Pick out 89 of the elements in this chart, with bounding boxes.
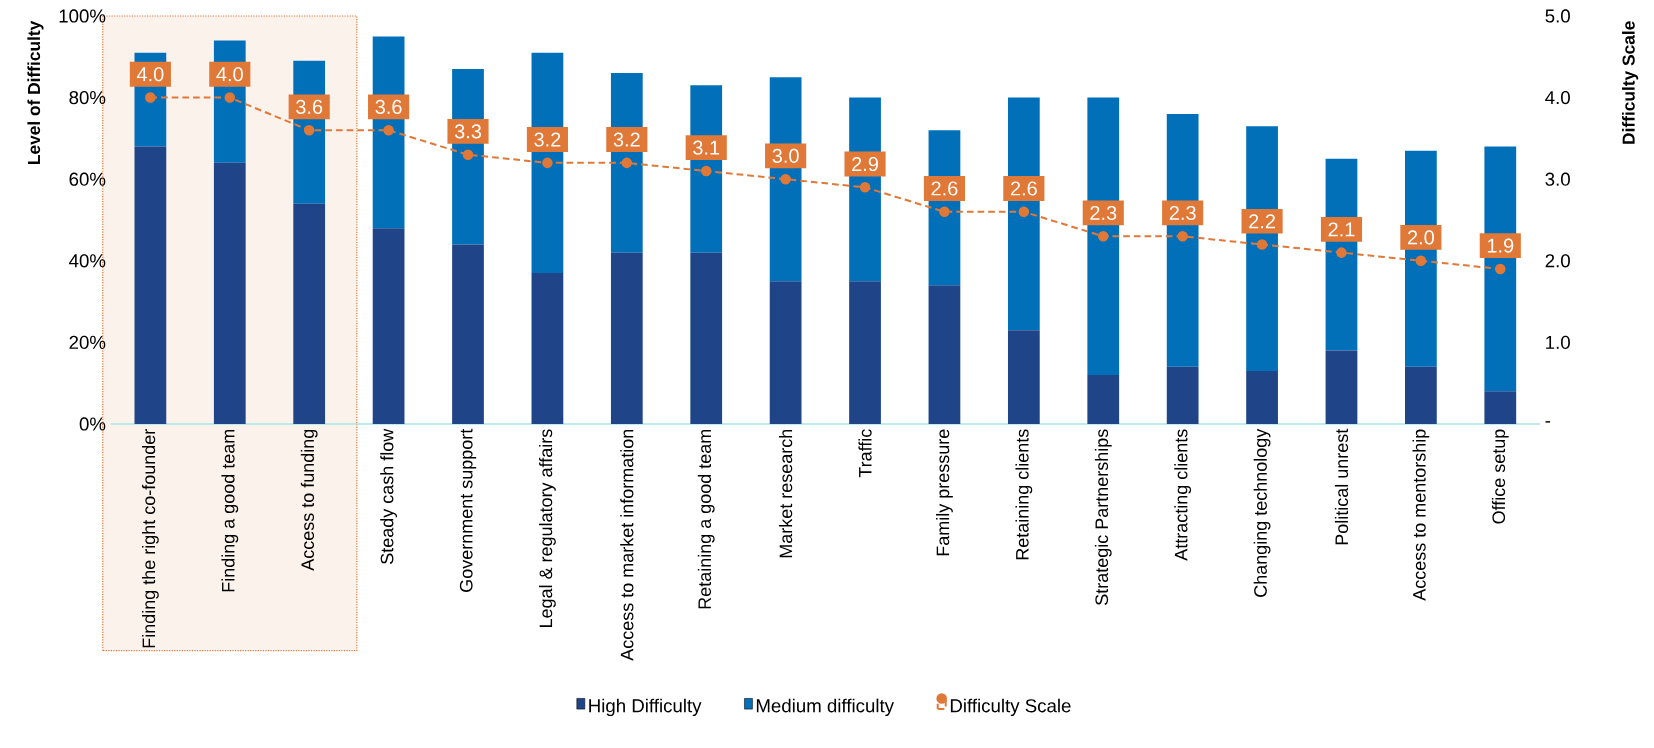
- point: [939, 206, 950, 218]
- point: [1177, 231, 1188, 242]
- x-tick-label: Finding the right co-founder: [141, 429, 159, 648]
- y2-axis-title: Difficulty Scale: [1622, 21, 1639, 144]
- bar: [1166, 366, 1199, 424]
- bar: [293, 203, 326, 424]
- y2-tick-label: 2.0: [1545, 254, 1570, 268]
- point: [1336, 247, 1347, 258]
- bar: [1007, 330, 1040, 424]
- x-tick-label: Traffic: [858, 429, 872, 478]
- data-label: 2.6: [1010, 181, 1037, 196]
- y2-tick-label: -: [1545, 421, 1551, 423]
- y2-tick-label: 5.0: [1545, 9, 1570, 23]
- bar: [134, 146, 167, 424]
- x-tick-label: Changing technology: [1253, 428, 1271, 597]
- data-label: 2.3: [1090, 205, 1117, 221]
- data-label: 3.2: [613, 132, 640, 147]
- bar: [928, 285, 961, 424]
- point: [462, 149, 474, 160]
- data-label: 3.3: [454, 124, 482, 139]
- data-label: 3.6: [375, 99, 402, 114]
- y-tick-label: 0%: [79, 417, 106, 431]
- legend-label: Difficulty Scale: [950, 698, 1071, 717]
- legend-label: High Difficulty: [589, 698, 702, 717]
- point: [1018, 206, 1030, 218]
- bar: [690, 252, 723, 424]
- bar: [372, 228, 405, 424]
- point: [780, 173, 791, 185]
- bar: [1087, 375, 1120, 424]
- bar: [610, 252, 643, 424]
- data-label: 2.1: [1328, 222, 1355, 237]
- data-label: 2.6: [931, 181, 958, 196]
- x-tick-label: Strategic Partnerships: [1094, 429, 1112, 605]
- data-label: 1.9: [1487, 238, 1514, 253]
- point: [859, 182, 871, 193]
- bar: [1325, 350, 1358, 424]
- point: [1097, 231, 1109, 242]
- data-label: 4.0: [216, 67, 243, 82]
- x-tick-label: Market research: [779, 429, 793, 558]
- bar: [1405, 366, 1437, 424]
- x-tick-label: Retaining clients: [1015, 429, 1033, 560]
- x-tick-label: Political unrest: [1334, 428, 1349, 545]
- data-label: 3.2: [534, 132, 561, 147]
- bar: [452, 244, 484, 424]
- bar: [849, 281, 881, 424]
- data-label: 2.0: [1407, 230, 1434, 245]
- point: [542, 157, 553, 169]
- x-tick-label: Attracting clients: [1174, 429, 1192, 561]
- data-label: 3.1: [693, 140, 720, 155]
- bar: [1484, 391, 1517, 424]
- x-tick-label: Access to funding: [300, 429, 318, 571]
- data-label: 2.2: [1249, 214, 1275, 229]
- bar: [531, 273, 564, 424]
- point: [621, 157, 633, 169]
- y-tick-label: 60%: [69, 172, 106, 186]
- y-tick-label: 100%: [59, 9, 106, 23]
- x-tick-label: Finding a good team: [221, 429, 239, 592]
- data-label: 4.0: [136, 67, 164, 82]
- point: [145, 92, 156, 103]
- x-tick-label: Access to mentorship: [1412, 429, 1430, 601]
- x-tick-label: Retaining a good team: [697, 429, 715, 609]
- y2-tick-label: 3.0: [1545, 172, 1570, 186]
- point: [700, 165, 712, 177]
- y-tick-label: 80%: [69, 90, 106, 105]
- legend-label: Medium difficulty: [756, 698, 895, 717]
- x-tick-label: Family pressure: [936, 429, 953, 556]
- point: [1415, 255, 1427, 267]
- y-tick-label: 40%: [69, 254, 106, 268]
- x-tick-label: Access to market information: [620, 429, 634, 661]
- data-label: 3.6: [296, 99, 323, 114]
- x-tick-label: Government support: [459, 428, 477, 592]
- y2-tick-label: 4.0: [1545, 90, 1570, 105]
- point: [303, 124, 315, 136]
- y2-tick-label: 1.0: [1546, 335, 1570, 349]
- bar: [213, 162, 246, 424]
- y-axis-title: Level of Difficulty: [27, 20, 44, 165]
- data-label: 2.3: [1169, 205, 1196, 221]
- point: [224, 92, 236, 103]
- x-tick-label: Steady cash flow: [380, 428, 397, 564]
- x-tick-label: Office setup: [1491, 429, 1509, 524]
- point: [1256, 239, 1268, 250]
- point: [1495, 263, 1506, 275]
- data-label: 3.0: [772, 148, 799, 163]
- data-label: 2.9: [852, 156, 878, 172]
- x-tick-label: Legal & regulatory affairs: [539, 429, 556, 627]
- bar: [1246, 370, 1278, 424]
- bar: [769, 281, 802, 424]
- y-tick-label: 20%: [69, 335, 106, 349]
- point: [383, 124, 394, 136]
